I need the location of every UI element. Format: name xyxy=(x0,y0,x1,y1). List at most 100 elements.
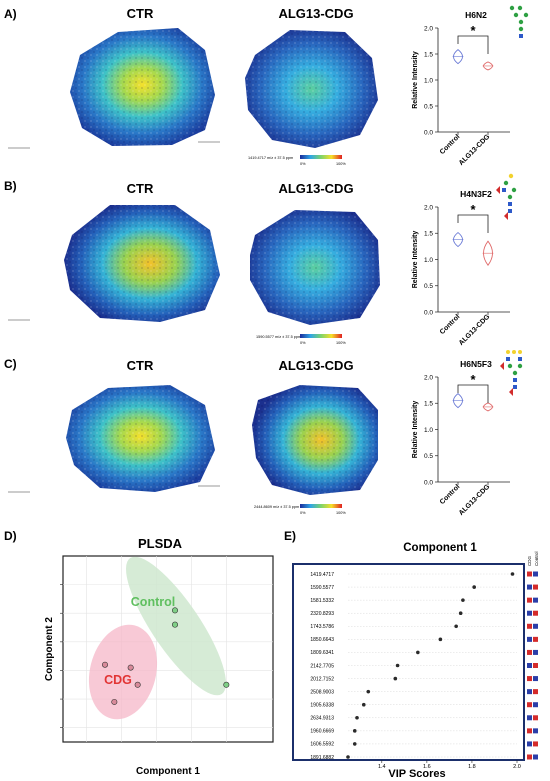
vip-point xyxy=(461,598,465,602)
cdg-point xyxy=(127,664,134,671)
legend-control: Control xyxy=(534,551,539,566)
panel-letter: A) xyxy=(4,7,17,21)
cdg-violin xyxy=(483,61,493,71)
vip-cdg-cell xyxy=(527,728,532,734)
vip-feature-label: 1891.6882 xyxy=(310,755,334,761)
vip-point xyxy=(361,702,366,707)
vip-cdg-cell xyxy=(527,636,532,642)
vip-feature-label: 1590.5577 xyxy=(310,585,334,591)
vip-point xyxy=(352,742,357,746)
y-tick-label: 1.5 xyxy=(424,231,433,238)
significance-star: * xyxy=(470,202,476,217)
vip-cdg-cell xyxy=(527,702,532,708)
vip-control-cell xyxy=(533,597,538,603)
colorbar-max: 100% xyxy=(336,162,346,166)
glycan-structure-icon xyxy=(509,5,529,38)
x-tick-label: Control xyxy=(439,483,462,506)
legend-cdg: CDG xyxy=(527,556,532,566)
glycan-structure-icon xyxy=(500,350,523,396)
vip-control-cell xyxy=(533,754,538,760)
vip-feature-label: 1606.5592 xyxy=(310,742,334,748)
vip-point xyxy=(355,715,359,720)
colorbar-min: 0% xyxy=(300,341,306,345)
vip-point xyxy=(346,755,350,759)
colorbar-max: 100% xyxy=(336,511,346,515)
colorbar-label: 1590.5577 m/z ± 37.5 ppm xyxy=(256,335,301,339)
vip-control-cell xyxy=(533,571,538,577)
control-group-label: Control xyxy=(131,595,175,609)
vip-feature-label: 1419.4717 xyxy=(310,572,334,578)
y-tick-label: 2.0 xyxy=(424,204,433,211)
y-axis-label: Relative Intensity xyxy=(412,51,419,109)
x-tick-label: ALG13-CDG xyxy=(458,133,492,167)
control-point xyxy=(223,681,230,688)
vip-x-ticks: 1.4 1.6 1.8 2.0 xyxy=(378,760,521,770)
x-tick-label: 1.8 xyxy=(468,764,476,770)
y-tick-label: 0.5 xyxy=(424,103,433,110)
y-tick-label: 0.0 xyxy=(424,309,433,316)
y-axis-label: Relative Intensity xyxy=(412,401,419,459)
panel-letter: D) xyxy=(4,529,17,543)
panel-b: B) CTR ALG13-CDG 1590.5577 m/z ± 37.5 pp… xyxy=(4,173,517,345)
intensity-colorbar-icon: 2444.8609 m/z ± 37.5 ppm 0% 100% xyxy=(254,504,346,515)
vip-control-cell xyxy=(533,689,538,695)
y-axis-label: Component 2 xyxy=(44,617,55,681)
vip-control-cell xyxy=(533,663,538,668)
vip-point xyxy=(366,689,371,694)
glycan-name: H6N2 xyxy=(465,10,487,20)
violin-plots: 0.0 0.5 1.0 1.5 2.0 Relative Intensity H6N2 * Co… xyxy=(412,10,510,517)
vip-feature-label: 1743.5786 xyxy=(310,624,334,630)
vip-feature-label: 2320.8293 xyxy=(310,611,334,617)
vip-control-cell xyxy=(533,584,538,590)
vip-point xyxy=(472,585,476,589)
vip-control-cell xyxy=(533,676,538,682)
vip-feature-label: 2012.7152 xyxy=(310,676,334,682)
cdg-violin xyxy=(483,240,493,266)
panel-d: D) PLSDA Control CDG Component 1 Compone… xyxy=(4,529,274,777)
ctr-heatmap-texture xyxy=(66,385,215,492)
vip-feature-label: 1581.5332 xyxy=(310,598,334,604)
cdg-point xyxy=(134,681,141,688)
ctr-title: CTR xyxy=(127,6,154,21)
cdg-heatmap-texture xyxy=(245,30,378,148)
vip-control-cell xyxy=(533,636,538,642)
control-violin xyxy=(453,231,463,248)
vip-point xyxy=(458,611,463,616)
control-violin xyxy=(453,49,463,65)
panel-letter: E) xyxy=(284,529,296,543)
vip-control-cell xyxy=(533,649,538,655)
vip-plot-frame xyxy=(292,563,525,761)
vip-control-cell xyxy=(533,741,538,747)
control-point xyxy=(172,621,179,628)
vip-cdg-cell xyxy=(527,584,532,590)
violin-plot: 0.0 0.5 1.0 1.5 2.0 Relative Intensity H4N3F2 *… xyxy=(412,189,510,347)
x-tick-label: ALG13-CDG xyxy=(458,483,492,517)
x-tick-label: 1.4 xyxy=(378,764,386,770)
panel-e: E) Component 1 1419.4717 1590.5577 1581.53… xyxy=(284,529,539,780)
panel-letter: C) xyxy=(4,357,17,371)
y-tick-label: 1.0 xyxy=(424,77,433,84)
cdg-point xyxy=(102,661,109,668)
plsda-points xyxy=(102,607,230,705)
colorbar-max: 100% xyxy=(336,341,346,345)
y-tick-label: 2.0 xyxy=(424,374,433,381)
glycan-name: H4N3F2 xyxy=(460,189,492,199)
vip-point xyxy=(454,624,458,629)
intensity-colorbar-icon: 1590.5577 m/z ± 37.5 ppm 0% 100% xyxy=(256,334,346,345)
vip-cdg-cell xyxy=(527,754,532,760)
colorbar-min: 0% xyxy=(300,511,306,515)
vip-feature-label: 2142.7705 xyxy=(310,663,334,669)
colorbar-label: 1419.4717 m/z ± 37.5 ppm xyxy=(248,156,293,160)
vip-cdg-cell xyxy=(527,610,532,616)
y-tick-label: 0.0 xyxy=(424,479,433,486)
y-tick-label: 0.5 xyxy=(424,453,433,460)
x-axis-label: Component 1 xyxy=(136,766,200,777)
significance-bracket xyxy=(457,35,489,54)
violin-plot: 0.0 0.5 1.0 1.5 2.0 Relative Intensity H6N5F3 *… xyxy=(412,359,510,517)
vip-cdg-cell xyxy=(527,676,532,682)
vip-cdg-cell xyxy=(527,741,532,747)
vip-cdg-cell xyxy=(527,649,532,655)
y-tick-label: 1.0 xyxy=(424,257,433,264)
vip-title: Component 1 xyxy=(403,542,477,554)
